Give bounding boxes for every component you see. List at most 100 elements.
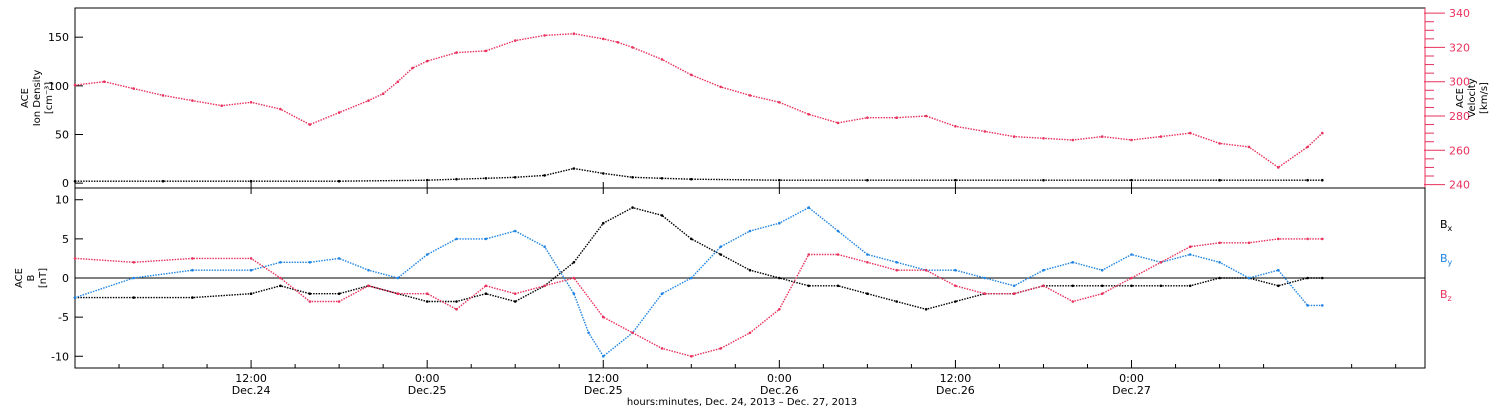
velocity-point [983, 130, 987, 133]
series-by-point [1247, 276, 1251, 280]
velocity-point [1306, 145, 1309, 149]
legend-label: B [1440, 218, 1448, 231]
density-axis-title-line: ACE [20, 88, 31, 108]
series-by-point [425, 253, 429, 256]
x-axis-title: hours:minutes, Dec. 24, 2013 – Dec. 27, … [627, 397, 857, 408]
b-tick-label: 5 [62, 233, 69, 246]
velocity-point [1042, 137, 1045, 140]
series-by-point [337, 257, 341, 260]
velocity-point [1277, 166, 1280, 169]
series-bx-point [690, 237, 693, 241]
series-bx-point [308, 292, 312, 296]
b-axis-title-line: ACE [14, 268, 25, 288]
density-point [543, 174, 546, 177]
density-point [660, 177, 664, 180]
series-by-point [1130, 253, 1133, 256]
series-by-point [1012, 284, 1016, 288]
series-bz-point [484, 284, 488, 288]
velocity-tick-label: 260 [1449, 144, 1470, 157]
velocity-point [543, 34, 546, 37]
density-point [161, 179, 165, 183]
series-by-point [866, 253, 869, 256]
series-bx-point [924, 308, 928, 311]
series-by-point [484, 237, 488, 241]
legend-subscript: y [1448, 258, 1453, 267]
x-tick-day-label: Dec.27 [1112, 384, 1151, 397]
b-axis-title-line: B [26, 274, 37, 281]
series-by-point [1042, 268, 1045, 272]
density-tick-label: 50 [55, 128, 69, 141]
density-point [249, 179, 253, 183]
series-bx-point [631, 206, 634, 209]
velocity-point [1188, 131, 1192, 135]
density-axis-title: ACEIon Density[cm⁻³] [20, 70, 55, 127]
series-by-point [73, 296, 77, 299]
series-bz-point [866, 261, 869, 264]
x-tick-day-label: Dec.26 [760, 384, 799, 397]
density-tick-label: 0 [62, 177, 69, 190]
series-bx-point [1306, 276, 1309, 280]
series-bz-point [1306, 237, 1309, 241]
series-bx-point [1188, 284, 1192, 288]
legend-subscript: z [1448, 294, 1452, 303]
series-bx-point [249, 292, 253, 296]
series-bz-point [631, 331, 634, 335]
series-bz-point [73, 257, 77, 260]
series-by-point [1100, 268, 1104, 272]
b-tick-label: 0 [62, 272, 69, 285]
series-bz-point [279, 276, 282, 280]
series-bz-point [1277, 237, 1280, 241]
velocity-tick-label: 320 [1449, 41, 1470, 54]
velocity-axis-title-line: Velocity [1467, 78, 1478, 117]
b-axis-title-line: [nT] [38, 268, 49, 288]
velocity-point [308, 123, 312, 126]
series-by-point [836, 229, 840, 233]
series-bz-point [719, 347, 722, 350]
density-point [337, 179, 341, 183]
series-by-point [719, 245, 722, 248]
series-bx-point [132, 296, 135, 299]
series-bz-point [954, 284, 957, 288]
density-point [690, 177, 693, 181]
velocity-tick-label: 240 [1449, 179, 1470, 192]
series-bz-point [1100, 292, 1104, 296]
x-tick-day-label: Dec.26 [936, 384, 975, 397]
series-bx-point [895, 300, 898, 303]
velocity-point [1071, 138, 1075, 142]
series-bz-point [836, 253, 840, 256]
series-by-point [396, 276, 400, 280]
b-tick-label: 10 [55, 194, 69, 207]
density-point [1130, 178, 1133, 182]
velocity-point [411, 66, 414, 70]
velocity-point [602, 37, 605, 41]
density-point [954, 178, 957, 182]
velocity-point [1159, 135, 1163, 138]
x-tick-time-label: 12:00 [940, 372, 972, 385]
velocity-point [690, 73, 693, 77]
series-by-point [132, 276, 135, 280]
velocity-point [279, 107, 282, 111]
series-by-point [513, 229, 517, 233]
series-bx-point [513, 300, 517, 303]
velocity-tick-label: 300 [1449, 76, 1470, 89]
velocity-point [455, 51, 458, 54]
series-by-point [983, 276, 987, 280]
series-bz-point [1247, 241, 1251, 245]
series-bz-point [1218, 241, 1221, 245]
density-point [866, 178, 869, 182]
series-bz-point [1130, 276, 1133, 280]
x-tick-time-label: 0:00 [415, 372, 440, 385]
series-bx-point [1277, 284, 1280, 288]
series-by-point [1188, 253, 1192, 256]
legend-item-by: By [1440, 252, 1453, 267]
velocity-point [132, 87, 135, 90]
x-tick-time-label: 12:00 [587, 372, 619, 385]
series-by-point [690, 276, 693, 280]
velocity-point [103, 80, 106, 83]
series-bz-point [337, 300, 341, 303]
series-bz-line [74, 238, 1323, 358]
velocity-point [631, 46, 634, 49]
density-point [513, 176, 517, 179]
series-by-point [602, 355, 605, 358]
